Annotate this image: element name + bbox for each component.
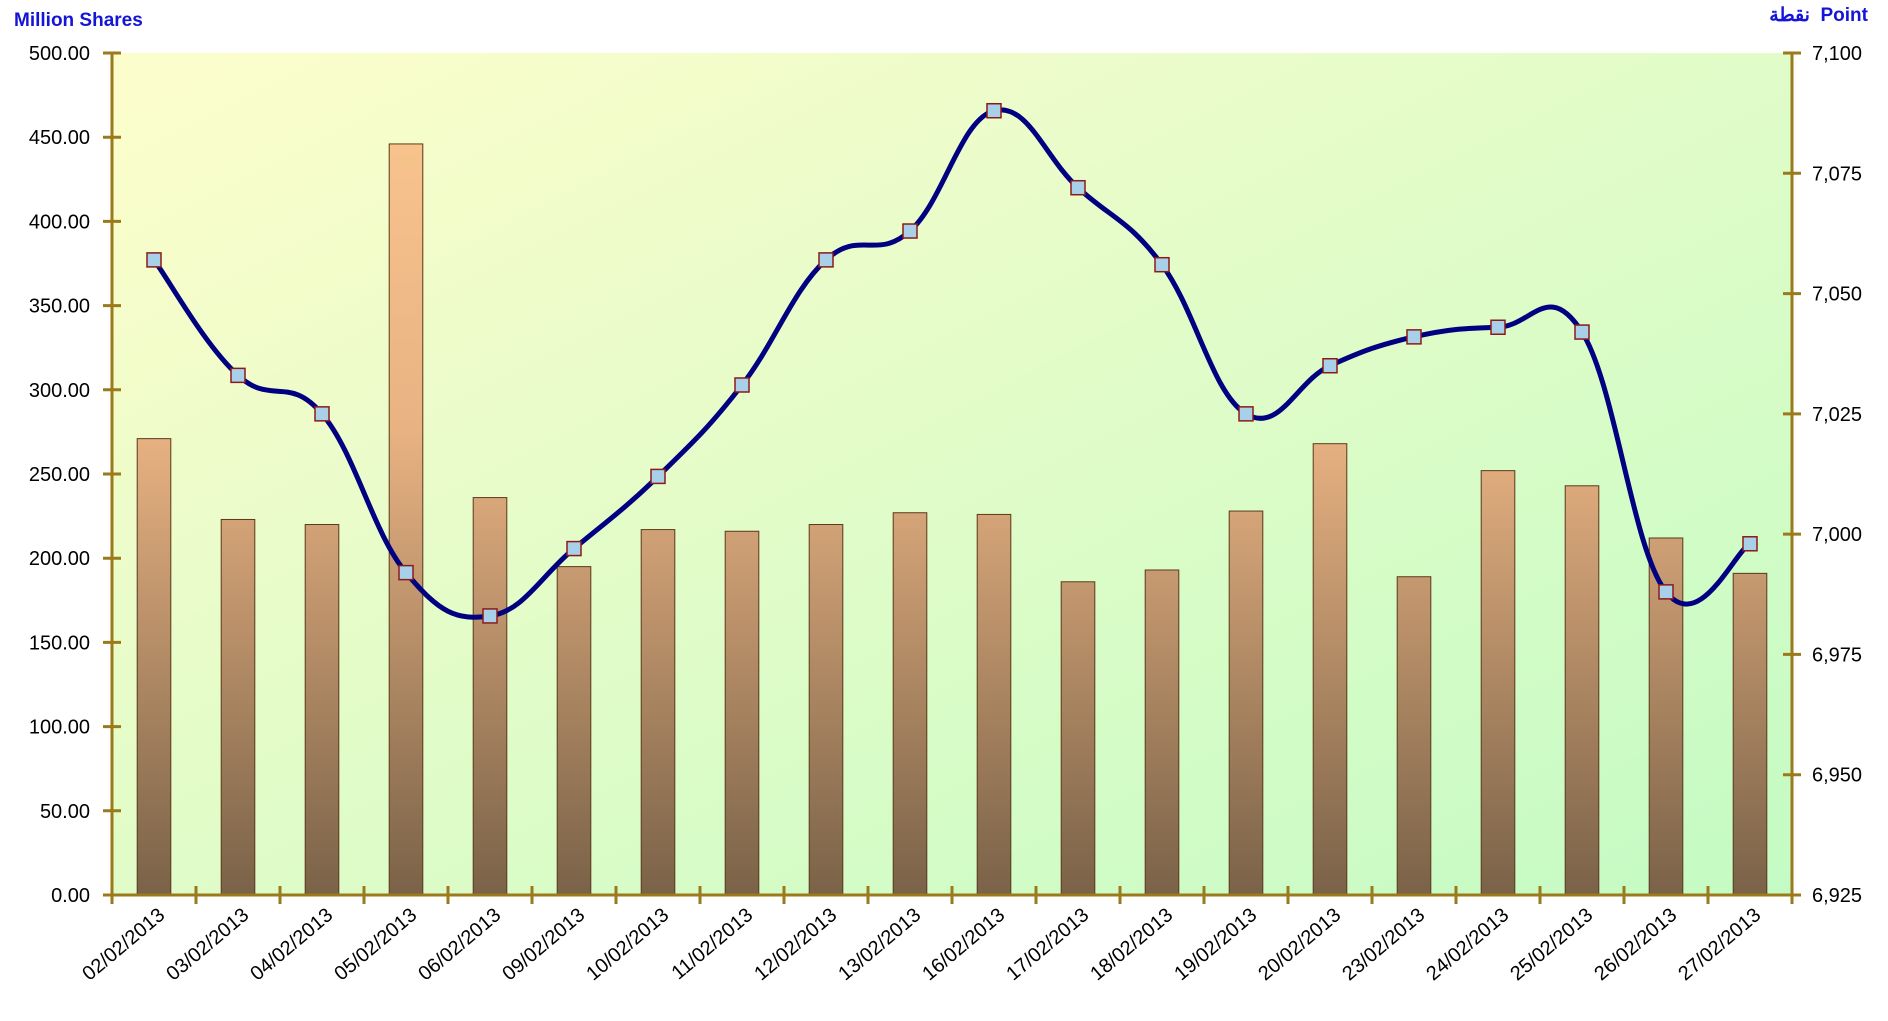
bar-12/02/2013 xyxy=(808,524,844,896)
y-right-tick-label: 7,000 xyxy=(1812,524,1862,546)
x-tick-label: 03/02/2013 xyxy=(162,904,253,985)
line-point-06/02/2013 xyxy=(482,608,498,624)
line-point-03/02/2013 xyxy=(230,367,246,384)
x-tick-label: 26/02/2013 xyxy=(1590,904,1681,985)
x-tick-label: 09/02/2013 xyxy=(498,904,589,985)
y-left-tick-label: 250.00 xyxy=(29,464,90,486)
bar-24/02/2013 xyxy=(1480,470,1516,896)
y-left-tick-label: 300.00 xyxy=(29,380,90,402)
x-tick-label: 11/02/2013 xyxy=(668,904,758,984)
bar-18/02/2013 xyxy=(1144,569,1180,896)
x-tick-label: 16/02/2013 xyxy=(918,904,1009,985)
line-point-23/02/2013 xyxy=(1406,329,1422,345)
x-tick-label: 18/02/2013 xyxy=(1086,904,1177,985)
y-left-tick-label: 350.00 xyxy=(29,296,90,318)
line-point-11/02/2013 xyxy=(734,377,750,393)
x-tick-label: 10/02/2013 xyxy=(582,904,673,985)
x-tick-label: 02/02/2013 xyxy=(78,904,169,985)
line-point-17/02/2013 xyxy=(1070,179,1086,196)
bar-19/02/2013 xyxy=(1228,510,1264,896)
y-right-tick-label: 6,925 xyxy=(1812,885,1862,907)
line-point-12/02/2013 xyxy=(818,252,834,268)
y-right-tick-label: 6,950 xyxy=(1812,765,1862,787)
bar-11/02/2013 xyxy=(724,530,760,896)
x-tick-label: 20/02/2013 xyxy=(1254,904,1345,985)
line-point-02/02/2013 xyxy=(146,252,162,268)
line-series xyxy=(146,102,1758,624)
y-right-tick-label: 7,050 xyxy=(1812,284,1862,306)
x-tick-label: 23/02/2013 xyxy=(1338,904,1429,985)
y-left-tick-label: 150.00 xyxy=(29,632,90,654)
bar-09/02/2013 xyxy=(556,566,592,896)
x-tick-label: 05/02/2013 xyxy=(330,904,421,985)
x-tick-label: 12/02/2013 xyxy=(750,904,841,985)
bar-03/02/2013 xyxy=(220,518,256,896)
line-point-26/02/2013 xyxy=(1658,584,1674,600)
x-tick-label: 17/02/2013 xyxy=(1002,904,1093,985)
x-tick-label: 24/02/2013 xyxy=(1422,904,1513,985)
y-right-tick-label: 7,075 xyxy=(1812,163,1862,185)
x-tick-label: 27/02/2013 xyxy=(1674,904,1765,985)
bar-13/02/2013 xyxy=(892,512,928,896)
line-point-04/02/2013 xyxy=(314,406,330,422)
plot-area-background xyxy=(112,53,1792,895)
line-point-09/02/2013 xyxy=(566,540,582,557)
x-tick-label: 04/02/2013 xyxy=(246,904,337,985)
bar-06/02/2013 xyxy=(472,497,508,896)
bar-17/02/2013 xyxy=(1060,581,1096,896)
bar-02/02/2013 xyxy=(136,438,172,896)
y-right-tick-label: 7,025 xyxy=(1812,404,1862,426)
bar-16/02/2013 xyxy=(976,513,1012,896)
bar-series xyxy=(136,143,1768,896)
bar-23/02/2013 xyxy=(1396,576,1432,896)
line-point-10/02/2013 xyxy=(650,468,666,485)
line-point-25/02/2013 xyxy=(1574,324,1590,340)
y-right-tick-label: 7,100 xyxy=(1812,43,1862,65)
y-left-tick-label: 400.00 xyxy=(29,211,90,233)
line-point-16/02/2013 xyxy=(986,102,1002,119)
axes xyxy=(103,51,1801,904)
line-point-05/02/2013 xyxy=(398,564,414,581)
y-left-tick-label: 0.00 xyxy=(51,885,90,907)
y-axis-right-title-arabic: نقطة xyxy=(1769,5,1810,26)
line-point-13/02/2013 xyxy=(902,223,918,239)
bar-05/02/2013 xyxy=(388,143,424,896)
x-tick-label: 25/02/2013 xyxy=(1506,904,1597,985)
bar-25/02/2013 xyxy=(1564,485,1600,896)
bar-04/02/2013 xyxy=(304,524,340,896)
bar-20/02/2013 xyxy=(1312,443,1348,896)
line-point-24/02/2013 xyxy=(1490,319,1506,336)
y-left-tick-label: 450.00 xyxy=(29,127,90,149)
y-left-tick-label: 500.00 xyxy=(29,43,90,65)
bar-27/02/2013 xyxy=(1732,572,1768,896)
y-left-tick-label: 200.00 xyxy=(29,548,90,570)
y-axis-right-title-english: Point xyxy=(1820,5,1869,26)
line-point-18/02/2013 xyxy=(1154,256,1170,273)
line-point-27/02/2013 xyxy=(1742,536,1758,552)
y-axis-left-title: Million Shares xyxy=(14,10,143,31)
bar-10/02/2013 xyxy=(640,529,676,896)
x-tick-label: 06/02/2013 xyxy=(414,904,505,985)
line-point-19/02/2013 xyxy=(1238,406,1254,422)
y-right-tick-label: 6,975 xyxy=(1812,644,1862,666)
y-left-tick-label: 100.00 xyxy=(29,717,90,739)
x-tick-label: 13/02/2013 xyxy=(834,904,925,985)
x-tick-label: 19/02/2013 xyxy=(1170,904,1261,985)
line-point-20/02/2013 xyxy=(1322,357,1338,374)
y-left-tick-label: 50.00 xyxy=(40,801,90,823)
y-axis-right-title: نقطة Point xyxy=(1769,4,1868,27)
